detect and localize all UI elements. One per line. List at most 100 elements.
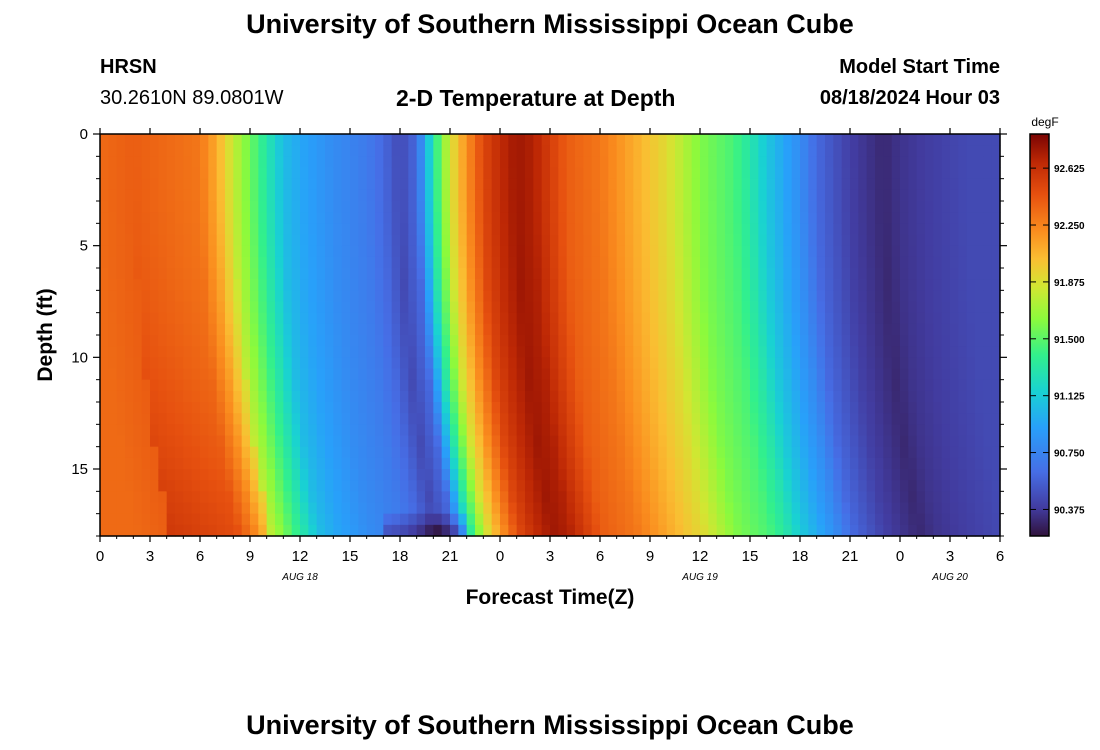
heatmap-cell [925, 189, 934, 202]
model-start-label: Model Start Time [839, 56, 1000, 78]
heatmap-cell [341, 212, 351, 224]
heatmap-cell [325, 502, 334, 515]
heatmap-cell [650, 502, 659, 515]
heatmap-cell [633, 167, 643, 180]
heatmap-cell [775, 245, 784, 258]
heatmap-cell [808, 368, 818, 381]
heatmap-cell [125, 212, 134, 224]
heatmap-cell [316, 178, 326, 191]
x-tick-label: 0 [896, 548, 904, 565]
heatmap-cell [208, 491, 218, 504]
heatmap-cell [975, 402, 984, 414]
heatmap-cell [341, 357, 351, 370]
heatmap-cell [833, 446, 843, 459]
heatmap-cell [425, 189, 434, 202]
heatmap-cell [775, 201, 784, 213]
heatmap-cell [141, 524, 151, 537]
heatmap-cell [500, 346, 509, 358]
heatmap-cell [308, 368, 318, 381]
heatmap-cell [166, 457, 176, 470]
heatmap-cell [500, 223, 509, 236]
heatmap-cell [216, 268, 226, 280]
heatmap-cell [691, 223, 701, 236]
heatmap-cell [316, 312, 326, 325]
heatmap-cell [633, 189, 643, 202]
heatmap-cell [858, 189, 868, 202]
heatmap-cell [525, 524, 534, 537]
heatmap-cell [175, 134, 184, 146]
heatmap-cell [966, 156, 976, 169]
heatmap-cell [625, 513, 634, 526]
heatmap-cell [783, 145, 793, 157]
heatmap-cell [825, 402, 834, 414]
heatmap-cell [100, 457, 109, 470]
heatmap-cell [908, 312, 918, 325]
heatmap-cell [391, 480, 401, 492]
heatmap-cell [966, 256, 976, 269]
heatmap-cell [191, 145, 201, 157]
heatmap-cell [600, 402, 609, 414]
heatmap-cell [266, 256, 276, 269]
heatmap-cell [925, 245, 934, 258]
heatmap-cell [975, 279, 984, 291]
heatmap-cell [266, 346, 276, 358]
heatmap-cell [316, 279, 326, 291]
heatmap-cell [375, 346, 384, 358]
heatmap-cell [200, 457, 209, 470]
heatmap-cell [775, 156, 784, 169]
heatmap-cell [533, 357, 543, 370]
heatmap-cell [891, 189, 901, 202]
heatmap-cell [858, 312, 868, 325]
heatmap-cell [666, 312, 676, 325]
heatmap-cell [341, 178, 351, 191]
heatmap-cell [350, 145, 359, 157]
heatmap-cell [425, 145, 434, 157]
heatmap-cell [491, 167, 501, 180]
heatmap-cell [550, 312, 559, 325]
heatmap-cell [866, 268, 876, 280]
heatmap-cell [608, 134, 618, 146]
heatmap-cell [883, 279, 893, 291]
heatmap-cell [225, 480, 234, 492]
heatmap-cell [983, 189, 993, 202]
heatmap-cell [425, 335, 434, 347]
heatmap-cell [341, 502, 351, 515]
heatmap-cell [766, 256, 776, 269]
heatmap-cell [475, 480, 484, 492]
heatmap-cell [533, 502, 543, 515]
heatmap-cell [425, 156, 434, 169]
heatmap-cell [125, 223, 134, 236]
heatmap-cell [525, 256, 534, 269]
heatmap-cell [366, 156, 376, 169]
heatmap-cell [883, 413, 893, 425]
heatmap-cell [708, 268, 718, 280]
heatmap-cell [400, 480, 409, 492]
heatmap-cell [950, 189, 959, 202]
heatmap-cell [983, 290, 993, 303]
heatmap-cell [366, 424, 376, 437]
heatmap-cell [158, 435, 168, 448]
heatmap-cell [591, 424, 601, 437]
heatmap-cell [708, 469, 718, 481]
heatmap-cell [183, 145, 193, 157]
heatmap-cell [716, 201, 726, 213]
heatmap-cell [933, 290, 943, 303]
heatmap-cell [308, 268, 318, 280]
heatmap-cell [600, 234, 609, 247]
heatmap-cell [466, 424, 476, 437]
heatmap-cell [950, 435, 959, 448]
heatmap-cell [783, 446, 793, 459]
heatmap-cell [733, 145, 743, 157]
heatmap-cell [558, 178, 568, 191]
heatmap-cell [266, 524, 276, 537]
heatmap-cell [833, 435, 843, 448]
heatmap-cell [750, 379, 759, 392]
heatmap-cell [983, 301, 993, 314]
heatmap-cell [733, 524, 743, 537]
heatmap-cell [541, 178, 551, 191]
heatmap-cell [241, 234, 251, 247]
heatmap-cell [425, 279, 434, 291]
heatmap-cell [925, 234, 934, 247]
heatmap-cell [816, 212, 826, 224]
heatmap-cell [691, 212, 701, 224]
